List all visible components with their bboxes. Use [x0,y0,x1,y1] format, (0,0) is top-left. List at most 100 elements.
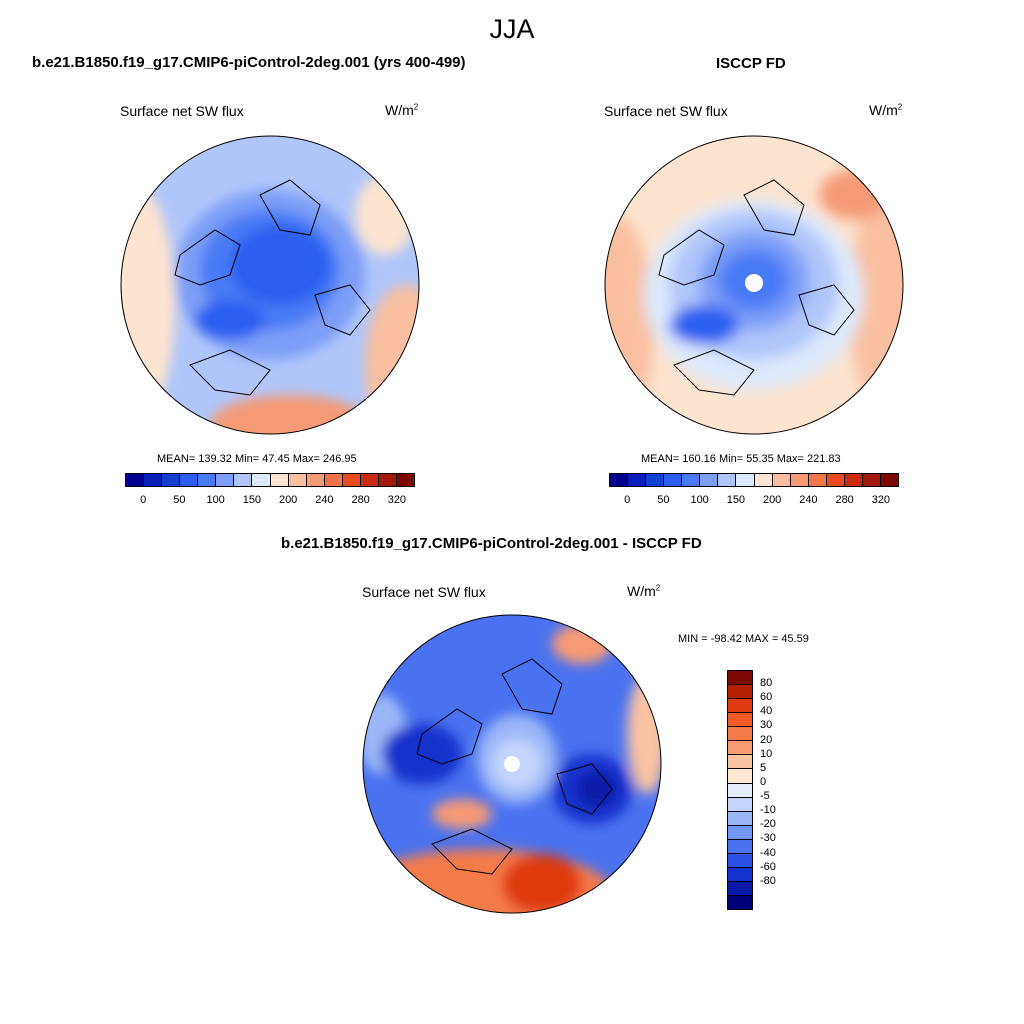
colorbar-swatch [162,474,181,486]
colorbar-tick-label: 0 [140,494,147,506]
colorbar-swatch [728,825,752,840]
colorbar-swatch [728,853,752,868]
colorbar-tick-label: 100 [206,494,225,506]
colorbar-tick-label: 80 [760,677,773,690]
colorbar-swatch [718,474,737,486]
colorbar-tick-label: 100 [690,494,709,506]
colorbar-swatch [728,699,752,714]
panel2-polar-map [604,135,904,435]
panel2-stats: MEAN= 160.16 Min= 55.35 Max= 221.83 [641,453,841,465]
panel2-case-title: ISCCP FD [716,55,786,72]
colorbar-swatch [728,727,752,742]
colorbar-swatch [252,474,271,486]
main-title: JJA [489,14,535,44]
colorbar-tick-label: 20 [760,733,773,746]
panel3-colorbar [727,670,753,910]
colorbar-swatch [306,474,325,486]
panel2-colorbar-ticks: 0 50 100 150 200 240 280 320 [609,494,899,508]
panel3-variable-label: Surface net SW flux [362,584,486,600]
panel3-case-title: b.e21.B1850.f19_g17.CMIP6-piControl-2deg… [281,535,702,552]
colorbar-swatch [144,474,163,486]
panel1-case-title: b.e21.B1850.f19_g17.CMIP6-piControl-2deg… [32,54,466,71]
colorbar-swatch [234,474,253,486]
colorbar-tick-label: -20 [760,818,776,831]
colorbar-swatch [728,755,752,770]
colorbar-tick-label: -60 [760,860,776,873]
colorbar-tick-label: -10 [760,804,776,817]
colorbar-tick-label: -40 [760,846,776,859]
colorbar-swatch [180,474,199,486]
colorbar-tick-label: 5 [760,761,767,774]
panel2-variable-label: Surface net SW flux [604,103,728,119]
colorbar-tick-label: 280 [351,494,370,506]
colorbar-tick-label: 50 [173,494,186,506]
colorbar-swatch [728,839,752,854]
colorbar-tick-label: 320 [387,494,407,506]
colorbar-tick-label: 240 [315,494,334,506]
panel3-polar-map [362,614,662,914]
colorbar-swatch [610,474,629,486]
colorbar-swatch [772,474,791,486]
panel1-variable-label: Surface net SW flux [120,103,244,119]
colorbar-tick-label: -5 [760,790,770,803]
colorbar-swatch [728,741,752,756]
colorbar-swatch [808,474,827,486]
colorbar-tick-label: 280 [835,494,854,506]
colorbar-tick-label: 320 [871,494,891,506]
colorbar-swatch [728,896,752,910]
panel2-units-label: W/m2 [869,102,903,118]
colorbar-swatch [728,881,752,896]
panel3-stats: MIN = -98.42 MAX = 45.59 [678,633,809,645]
colorbar-swatch [396,474,414,486]
colorbar-swatch [682,474,701,486]
colorbar-tick-label: 0 [760,775,767,788]
panel1-stats: MEAN= 139.32 Min= 47.45 Max= 246.95 [157,453,357,465]
colorbar-tick-label: 150 [242,494,262,506]
colorbar-swatch [216,474,235,486]
colorbar-swatch [270,474,289,486]
colorbar-swatch [646,474,665,486]
colorbar-swatch [880,474,898,486]
colorbar-swatch [324,474,343,486]
colorbar-swatch [288,474,307,486]
colorbar-swatch [728,685,752,700]
colorbar-swatch [728,769,752,784]
colorbar-swatch [736,474,755,486]
colorbar-tick-label: 200 [762,494,782,506]
panel1-units-label: W/m2 [385,102,419,118]
panel3-colorbar-ticks: 80 60 40 30 20 10 5 0 -5 -10 -20 -30 -40 -60 -80 [760,670,800,910]
colorbar-tick-label: 50 [657,494,670,506]
panel1-polar-map [120,135,420,435]
colorbar-tick-label: -30 [760,832,776,845]
colorbar-swatch [126,474,145,486]
colorbar-swatch [198,474,217,486]
colorbar-swatch [844,474,863,486]
panel3-units-label: W/m2 [627,583,661,599]
colorbar-tick-label: 150 [726,494,746,506]
colorbar-swatch [728,797,752,812]
colorbar-swatch [700,474,719,486]
colorbar-swatch [826,474,845,486]
colorbar-swatch [790,474,809,486]
colorbar-swatch [728,671,752,686]
colorbar-swatch [342,474,361,486]
colorbar-tick-label: 10 [760,747,773,760]
colorbar-swatch [862,474,881,486]
colorbar-tick-label: 40 [760,705,773,718]
colorbar-tick-label: 60 [760,691,773,704]
colorbar-tick-label: 240 [799,494,818,506]
panel1-colorbar-ticks: 0 50 100 150 200 240 280 320 [125,494,415,508]
colorbar-swatch [628,474,647,486]
colorbar-swatch [728,713,752,728]
colorbar-tick-label: 30 [760,719,773,732]
colorbar-tick-label: 200 [278,494,298,506]
colorbar-tick-label: 0 [624,494,631,506]
colorbar-swatch [728,811,752,826]
panel1-colorbar [125,473,415,487]
panel2-colorbar [609,473,899,487]
colorbar-swatch [728,867,752,882]
colorbar-swatch [378,474,397,486]
colorbar-tick-label: -80 [760,874,776,887]
colorbar-swatch [754,474,773,486]
colorbar-swatch [360,474,379,486]
